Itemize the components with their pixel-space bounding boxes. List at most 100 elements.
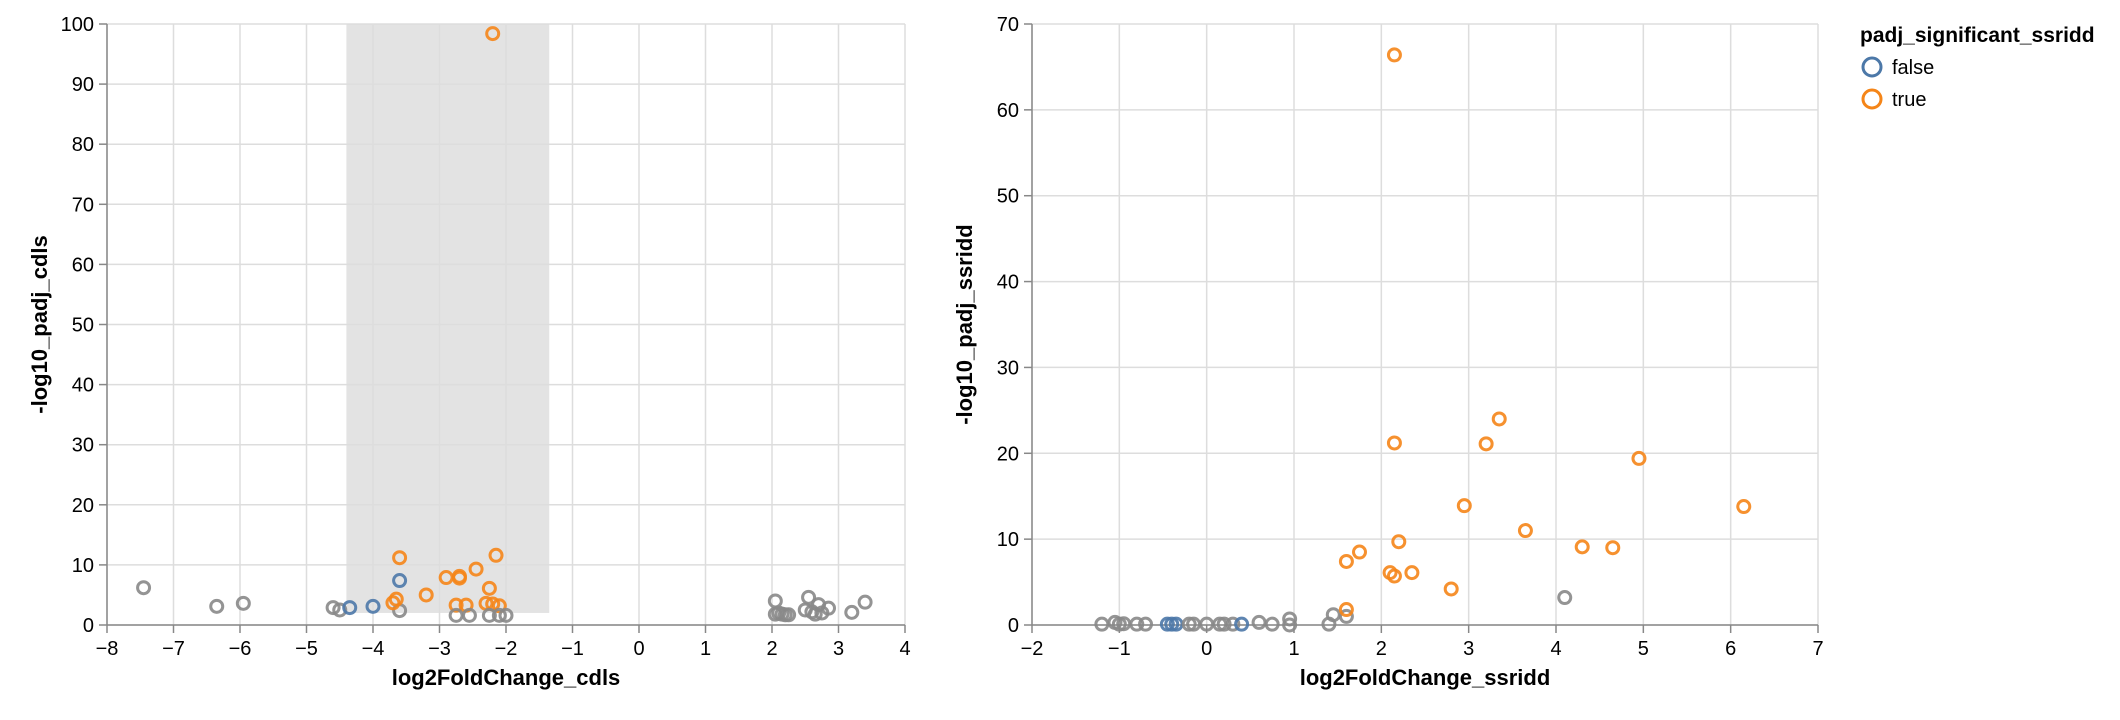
point-false[interactable] — [342, 600, 358, 616]
point-gray[interactable] — [1225, 616, 1241, 632]
point-gray[interactable] — [491, 607, 507, 623]
point-true[interactable] — [488, 547, 504, 563]
point-true[interactable] — [1478, 436, 1494, 452]
point-gray[interactable] — [1338, 608, 1354, 624]
point-true[interactable] — [1391, 534, 1407, 550]
point-true[interactable] — [1631, 450, 1647, 466]
y-tick-label: 30 — [997, 357, 1019, 379]
point-false[interactable] — [1234, 616, 1250, 632]
cdls-scatter-panel[interactable]: −8 −7 −6 −5 −4 −3 −2 −1 0 1 2 3 40102030405060708090… — [27, 14, 911, 690]
y-tick-label: 40 — [72, 375, 94, 397]
point-true[interactable] — [1386, 568, 1402, 584]
point-gray[interactable] — [1251, 614, 1267, 630]
point-true[interactable] — [388, 591, 404, 607]
point-true[interactable] — [448, 597, 464, 613]
point-gray[interactable] — [209, 598, 225, 614]
x-tick-label: −7 — [162, 638, 185, 660]
point-gray[interactable] — [1138, 616, 1154, 632]
point-true[interactable] — [1456, 498, 1472, 514]
point-true[interactable] — [1574, 539, 1590, 555]
x-tick-label: −5 — [295, 638, 318, 660]
point-true[interactable] — [385, 595, 401, 611]
point-true[interactable] — [1386, 435, 1402, 451]
y-tick-label: 20 — [997, 443, 1019, 465]
point-gray[interactable] — [325, 600, 341, 616]
x-tick-label: 6 — [1725, 638, 1736, 660]
point-gray[interactable] — [461, 607, 477, 623]
x-tick-label: −8 — [96, 638, 119, 660]
point-true[interactable] — [1386, 47, 1402, 63]
x-tick-label: −2 — [1021, 638, 1044, 660]
point-gray[interactable] — [821, 600, 837, 616]
point-true[interactable] — [491, 598, 507, 614]
point-true[interactable] — [1605, 540, 1621, 556]
x-tick-label: 5 — [1638, 638, 1649, 660]
x-tick-label: 1 — [1288, 638, 1299, 660]
point-true[interactable] — [1491, 411, 1507, 427]
y-tick-label: 50 — [72, 315, 94, 337]
point-true[interactable] — [468, 561, 484, 577]
x-tick-label: 3 — [833, 638, 844, 660]
x-tick-label: 2 — [766, 638, 777, 660]
point-gray[interactable] — [857, 594, 873, 610]
x-tick-label: 4 — [899, 638, 910, 660]
point-true[interactable] — [481, 580, 497, 596]
selection-brush — [346, 24, 550, 613]
y-tick-label: 0 — [1008, 615, 1019, 637]
y-tick-label: 80 — [72, 134, 94, 156]
x-axis-title: log2FoldChange_cdls — [392, 665, 621, 690]
point-true[interactable] — [485, 26, 501, 42]
y-tick-label: 40 — [997, 272, 1019, 294]
point-true[interactable] — [1736, 499, 1752, 515]
legend-item-false[interactable]: false — [1861, 56, 1934, 79]
point-true[interactable] — [1517, 523, 1533, 539]
legend-symbol-true — [1861, 88, 1883, 110]
y-tick-label: 60 — [997, 100, 1019, 122]
point-true[interactable] — [1404, 565, 1420, 581]
point-gray[interactable] — [801, 589, 817, 605]
y-tick-label: 10 — [72, 555, 94, 577]
point-gray[interactable] — [1282, 617, 1298, 633]
x-tick-label: 7 — [1812, 638, 1823, 660]
y-tick-label: 10 — [997, 529, 1019, 551]
x-tick-label: −2 — [495, 638, 518, 660]
point-true[interactable] — [451, 570, 467, 586]
y-tick-label: 50 — [997, 186, 1019, 208]
point-true[interactable] — [1338, 602, 1354, 618]
point-gray[interactable] — [1129, 616, 1145, 632]
point-gray[interactable] — [1094, 616, 1110, 632]
point-gray[interactable] — [781, 607, 797, 623]
y-tick-label: 70 — [997, 14, 1019, 36]
point-true[interactable] — [418, 587, 434, 603]
x-tick-label: 0 — [1201, 638, 1212, 660]
legend: padj_significant_ssridd false true — [1860, 24, 2095, 111]
x-tick-label: 1 — [700, 638, 711, 660]
legend-label-true: true — [1892, 89, 1926, 111]
y-tick-label: 70 — [72, 194, 94, 216]
point-true[interactable] — [1443, 581, 1459, 597]
x-tick-label: 0 — [633, 638, 644, 660]
point-gray[interactable] — [1282, 611, 1298, 627]
legend-title: padj_significant_ssridd — [1860, 24, 2095, 47]
x-tick-label: 3 — [1463, 638, 1474, 660]
point-false[interactable] — [365, 598, 381, 614]
y-tick-label: 60 — [72, 254, 94, 276]
legend-item-true[interactable]: true — [1861, 88, 1926, 111]
point-gray[interactable] — [481, 607, 497, 623]
point-gray[interactable] — [844, 604, 860, 620]
x-tick-label: −6 — [229, 638, 252, 660]
point-false[interactable] — [392, 573, 408, 589]
point-gray[interactable] — [1216, 616, 1232, 632]
point-gray[interactable] — [767, 593, 783, 609]
point-true[interactable] — [1352, 544, 1367, 560]
ssridd-scatter-panel[interactable]: −2 −1 0 1 2 3 4 5 6 7010203040506070log2FoldChang… — [952, 14, 1824, 690]
point-true[interactable] — [1338, 553, 1354, 569]
point-gray[interactable] — [498, 607, 514, 623]
x-tick-label: 2 — [1376, 638, 1387, 660]
point-gray[interactable] — [136, 580, 152, 596]
point-gray[interactable] — [1264, 616, 1280, 632]
point-gray[interactable] — [235, 595, 251, 611]
point-true[interactable] — [392, 550, 408, 566]
point-gray[interactable] — [1557, 590, 1573, 606]
